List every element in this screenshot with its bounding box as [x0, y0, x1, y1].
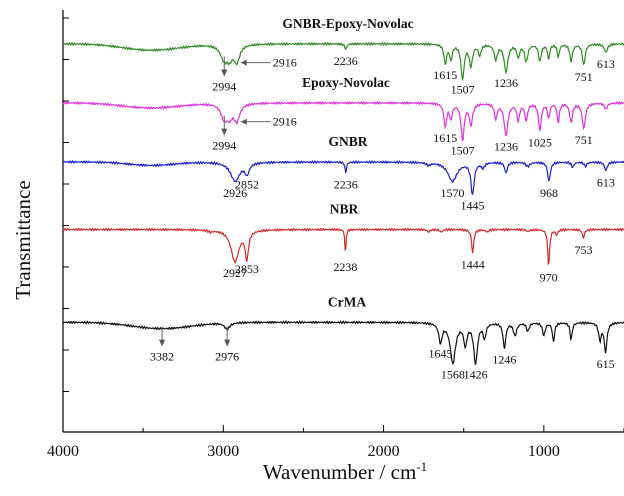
- peak-label: 2916: [273, 56, 297, 70]
- peak-label: 615: [597, 357, 615, 371]
- peak-label: 2994: [212, 80, 236, 94]
- peak-label: 2852: [235, 177, 259, 191]
- x-tick-label: 4000: [47, 443, 79, 460]
- peak-label: 2916: [273, 115, 297, 129]
- peak-label: 2927: [223, 266, 247, 280]
- series-name-label: NBR: [330, 201, 359, 216]
- peak-arrowhead: [240, 59, 247, 66]
- peak-label: 3382: [150, 350, 174, 364]
- peak-label: 968: [540, 186, 558, 200]
- x-tick-label: 2000: [368, 443, 400, 460]
- x-axis-title: Wavenumber / cm-1: [263, 459, 427, 484]
- peak-label: 1645: [428, 346, 452, 360]
- peak-label: 751: [575, 133, 593, 147]
- series-names: GNBR-Epoxy-Novolac Epoxy-Novolac GNBR NBR Cr…: [282, 16, 413, 310]
- peak-arrowhead: [221, 69, 228, 77]
- peak-label: 1615: [433, 131, 457, 145]
- peak-label: 2236: [334, 54, 358, 68]
- peak-label: 2853: [235, 262, 259, 276]
- peak-label: 753: [574, 243, 592, 257]
- series-line: [62, 159, 624, 196]
- series-line: [62, 100, 624, 143]
- y-axis-title: Transmittance: [11, 180, 35, 299]
- peak-arrowhead: [224, 339, 231, 347]
- x-tick-label: 3000: [207, 443, 239, 460]
- peak-label: 751: [575, 70, 593, 84]
- peak-label: 1445: [461, 199, 485, 213]
- peak-label: 2976: [215, 350, 239, 364]
- peak-label: 1570: [440, 186, 464, 200]
- peak-label: 2238: [333, 260, 357, 274]
- peak-label: 1025: [528, 135, 552, 149]
- peak-label: 1236: [494, 76, 518, 90]
- peak-label: 2926: [223, 186, 247, 200]
- peak-label: 1507: [451, 144, 475, 158]
- peak-label: 613: [597, 175, 615, 189]
- peak-label: 1568: [441, 367, 465, 381]
- peak-label: 1615: [433, 68, 457, 82]
- series-line: [62, 41, 624, 82]
- peak-label: 1246: [492, 353, 516, 367]
- x-tick-label: 1000: [528, 443, 560, 460]
- peak-label: 613: [597, 57, 615, 71]
- peak-label: 1426: [464, 367, 488, 381]
- spectra: [62, 41, 624, 366]
- peak-label: 1507: [451, 83, 475, 97]
- series-name-label: Epoxy-Novolac: [302, 75, 390, 90]
- x-axis-title-text: Wavenumber / cm: [263, 460, 416, 484]
- peak-label: 1444: [461, 258, 485, 272]
- peak-label: 1236: [494, 139, 518, 153]
- peak-label: 970: [540, 270, 558, 284]
- x-axis-title-superscript: -1: [416, 459, 427, 474]
- peak-arrowhead: [221, 128, 228, 136]
- peak-label: 2236: [334, 177, 358, 191]
- peak-arrowhead: [240, 118, 247, 125]
- series-line: [62, 320, 624, 366]
- x-ticks: 4000 3000 2000 1000: [47, 425, 624, 460]
- series-name-label: CrMA: [328, 294, 366, 309]
- peak-label: 2994: [212, 139, 236, 153]
- series-line: [62, 227, 624, 266]
- y-ticks: [63, 17, 69, 392]
- peak-arrowhead: [159, 339, 166, 347]
- series-name-label: GNBR: [328, 134, 367, 149]
- series-name-label: GNBR-Epoxy-Novolac: [282, 16, 413, 31]
